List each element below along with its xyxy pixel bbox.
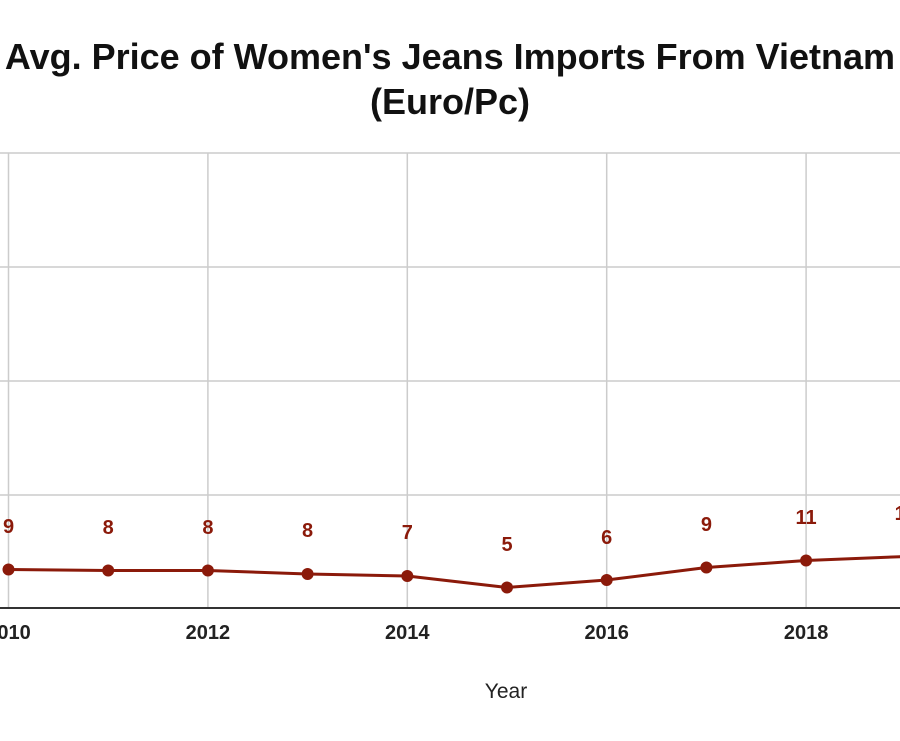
chart-title: Avg. Price of Women's Jeans Imports From… bbox=[0, 34, 900, 124]
data-label-2010: 9 bbox=[3, 516, 14, 538]
x-tick-label-2018: 2018 bbox=[784, 622, 829, 644]
data-label-2019: 12 bbox=[895, 503, 900, 525]
data-point-2010[interactable] bbox=[2, 563, 15, 576]
data-label-2015: 5 bbox=[501, 534, 512, 556]
data-point-2012[interactable] bbox=[201, 564, 214, 577]
x-axis-title: Year bbox=[485, 680, 527, 703]
data-label-2014: 7 bbox=[402, 522, 413, 544]
x-tick-label-2012: 2012 bbox=[186, 622, 231, 644]
data-label-2017: 9 bbox=[701, 514, 712, 536]
series-line-group bbox=[8, 555, 900, 589]
series-line bbox=[8, 555, 900, 589]
data-labels: 9 8 8 8 7 5 6 9 11 12 bbox=[3, 503, 900, 556]
x-tick-label-2014: 2014 bbox=[385, 622, 430, 644]
x-tick-label-2016: 2016 bbox=[584, 622, 629, 644]
data-point-2017[interactable] bbox=[700, 561, 713, 574]
data-point-2016[interactable] bbox=[600, 574, 613, 586]
data-label-2016: 6 bbox=[601, 527, 612, 549]
data-point-2013[interactable] bbox=[301, 568, 314, 580]
data-point-2014[interactable] bbox=[401, 570, 414, 582]
data-label-2013: 8 bbox=[302, 520, 313, 542]
grid-lines bbox=[0, 152, 900, 608]
data-point-2011[interactable] bbox=[102, 564, 115, 577]
data-label-2018: 11 bbox=[796, 507, 817, 529]
x-tick-labels: 2010 2012 2014 2016 2018 bbox=[0, 622, 828, 644]
data-point-2015[interactable] bbox=[501, 581, 513, 594]
chart-title-line-1: Avg. Price of Women's Jeans Imports From… bbox=[4, 36, 896, 77]
x-tick-label-2010: 2010 bbox=[0, 622, 31, 644]
data-label-2011: 8 bbox=[103, 517, 114, 539]
data-point-2018[interactable] bbox=[800, 554, 813, 567]
data-label-2012: 8 bbox=[202, 517, 213, 539]
chart-title-line-2: (Euro/Pc) bbox=[369, 81, 530, 122]
data-points bbox=[2, 554, 900, 594]
